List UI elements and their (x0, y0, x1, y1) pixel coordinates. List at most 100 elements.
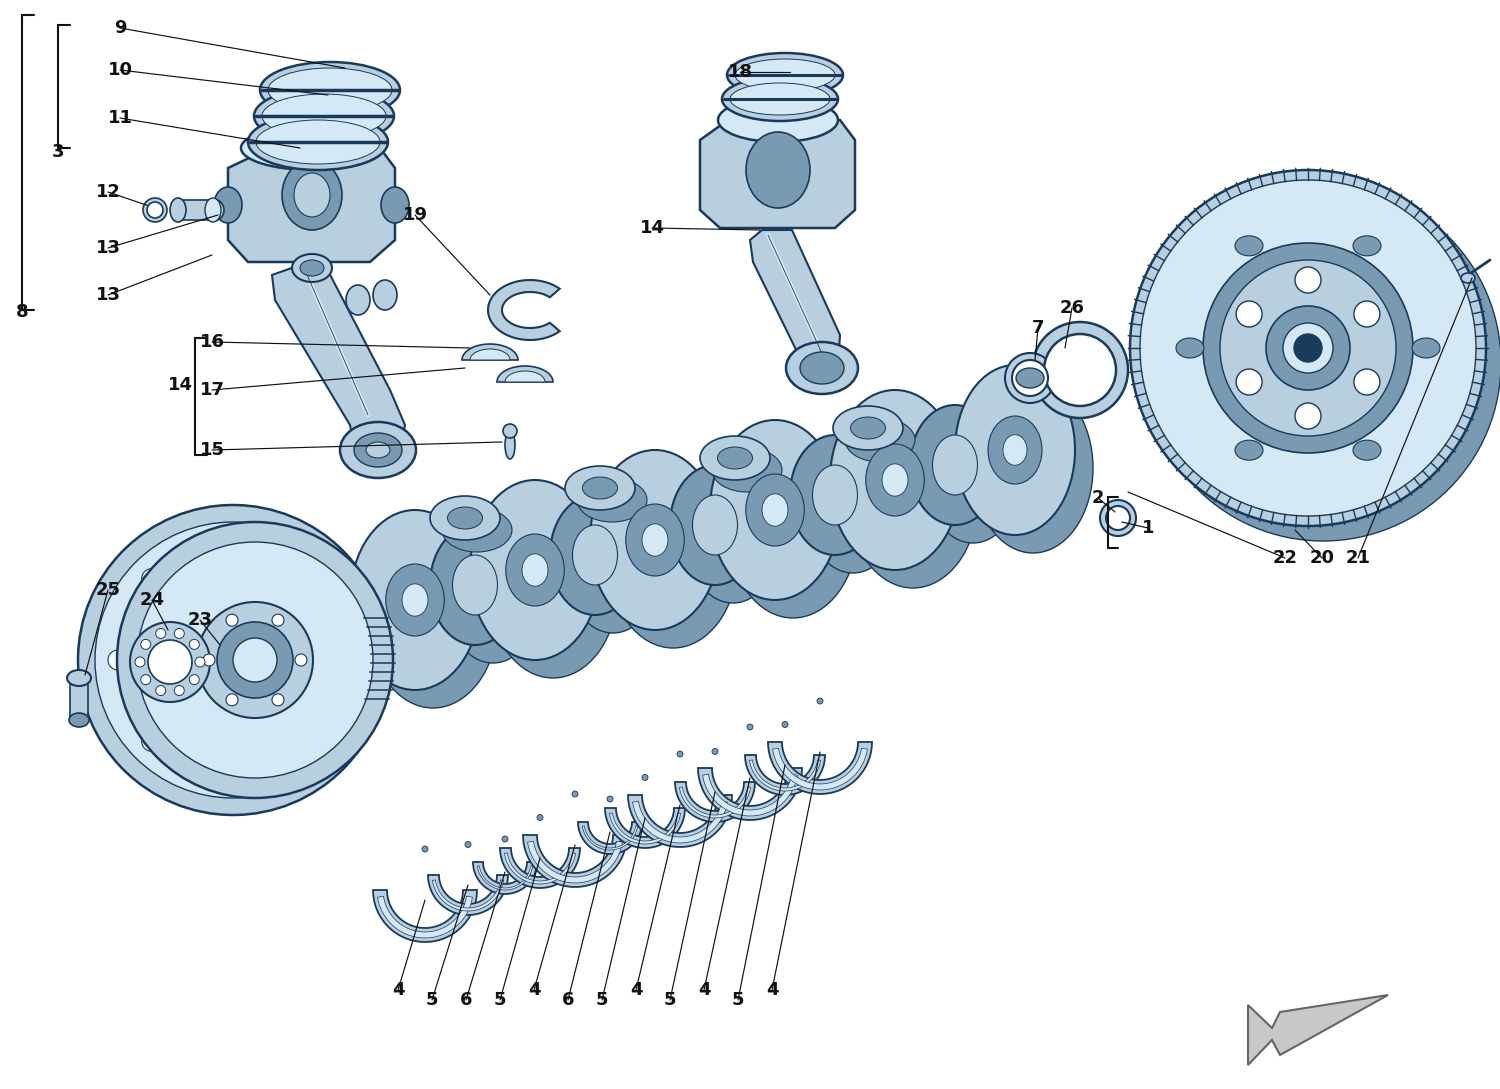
Ellipse shape (506, 534, 564, 605)
Text: 26: 26 (1059, 299, 1084, 317)
Circle shape (174, 628, 184, 638)
Polygon shape (604, 808, 686, 848)
Text: 6: 6 (561, 991, 574, 1010)
Polygon shape (477, 866, 532, 890)
Circle shape (198, 625, 268, 695)
Ellipse shape (368, 528, 498, 708)
Circle shape (217, 622, 292, 698)
Circle shape (232, 638, 278, 682)
Circle shape (1144, 185, 1500, 541)
Polygon shape (506, 371, 544, 382)
Ellipse shape (300, 260, 324, 276)
Ellipse shape (346, 285, 370, 315)
Ellipse shape (374, 280, 398, 310)
Text: 10: 10 (108, 61, 132, 79)
Polygon shape (698, 768, 802, 820)
Polygon shape (746, 755, 825, 795)
Polygon shape (675, 782, 754, 822)
Ellipse shape (712, 448, 782, 492)
Text: 23: 23 (188, 611, 213, 629)
Ellipse shape (688, 484, 778, 603)
Ellipse shape (402, 584, 427, 616)
Text: 21: 21 (1346, 549, 1371, 567)
Ellipse shape (762, 493, 788, 526)
Ellipse shape (292, 254, 332, 282)
Ellipse shape (786, 342, 858, 394)
Circle shape (108, 650, 128, 670)
Ellipse shape (608, 468, 738, 648)
Text: 2: 2 (1092, 489, 1104, 507)
Ellipse shape (847, 408, 978, 588)
Polygon shape (633, 802, 728, 843)
Ellipse shape (813, 465, 858, 525)
Polygon shape (378, 896, 472, 938)
Text: 19: 19 (402, 206, 427, 224)
Ellipse shape (578, 478, 646, 522)
Ellipse shape (1353, 236, 1382, 256)
Ellipse shape (381, 187, 410, 223)
Circle shape (189, 674, 200, 685)
Ellipse shape (1176, 338, 1204, 358)
Ellipse shape (928, 423, 1019, 543)
Circle shape (1266, 306, 1350, 390)
Circle shape (272, 614, 284, 626)
Text: 4: 4 (765, 981, 778, 999)
Ellipse shape (746, 132, 810, 208)
Ellipse shape (1016, 368, 1044, 388)
Polygon shape (504, 853, 576, 884)
Ellipse shape (350, 510, 480, 690)
Ellipse shape (68, 670, 92, 686)
Text: 13: 13 (96, 238, 120, 257)
Ellipse shape (718, 98, 839, 142)
Text: 6: 6 (459, 991, 472, 1010)
Ellipse shape (242, 126, 382, 170)
Circle shape (148, 640, 192, 684)
Text: 7: 7 (1032, 319, 1044, 337)
Ellipse shape (865, 444, 924, 516)
Text: 5: 5 (596, 991, 609, 1010)
Polygon shape (628, 795, 732, 847)
Ellipse shape (790, 435, 880, 555)
Ellipse shape (268, 68, 392, 112)
Circle shape (1140, 180, 1476, 516)
Circle shape (1236, 369, 1262, 395)
Ellipse shape (1353, 440, 1382, 461)
Circle shape (1294, 267, 1322, 293)
Ellipse shape (582, 477, 618, 499)
Ellipse shape (522, 554, 548, 586)
Text: 11: 11 (108, 109, 132, 127)
Ellipse shape (730, 83, 830, 115)
Text: 14: 14 (168, 376, 192, 394)
Circle shape (1236, 301, 1262, 327)
Ellipse shape (340, 423, 416, 478)
Circle shape (117, 522, 393, 798)
Circle shape (206, 203, 220, 217)
Text: 4: 4 (630, 981, 642, 999)
Polygon shape (488, 280, 560, 340)
Polygon shape (750, 230, 840, 375)
Ellipse shape (170, 198, 186, 222)
Circle shape (1032, 322, 1128, 418)
Ellipse shape (910, 405, 1001, 525)
Circle shape (141, 674, 150, 685)
Text: 16: 16 (200, 333, 225, 351)
Ellipse shape (590, 450, 720, 631)
Text: 25: 25 (96, 582, 120, 599)
Ellipse shape (354, 433, 402, 467)
Ellipse shape (1461, 273, 1474, 283)
Polygon shape (374, 890, 477, 942)
Circle shape (135, 657, 146, 666)
Ellipse shape (710, 420, 840, 600)
Ellipse shape (956, 365, 1076, 535)
Polygon shape (70, 678, 88, 720)
Text: 18: 18 (728, 63, 753, 81)
Ellipse shape (488, 498, 618, 678)
Polygon shape (272, 265, 405, 458)
Circle shape (1354, 301, 1380, 327)
Polygon shape (528, 842, 622, 883)
Ellipse shape (214, 187, 242, 223)
Polygon shape (472, 862, 537, 894)
Circle shape (141, 639, 150, 649)
Circle shape (78, 505, 388, 815)
Circle shape (156, 686, 165, 696)
